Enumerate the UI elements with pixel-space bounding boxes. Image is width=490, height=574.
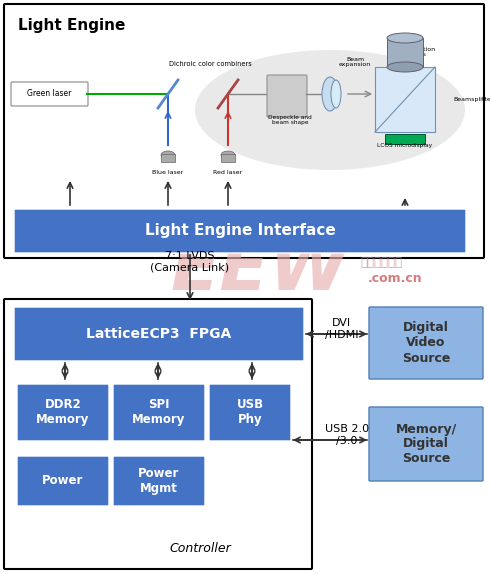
Text: Power
Mgmt: Power Mgmt (138, 467, 180, 495)
Text: 7:1 LVDS
(Camera Link): 7:1 LVDS (Camera Link) (150, 251, 229, 273)
FancyBboxPatch shape (14, 307, 304, 361)
Ellipse shape (331, 80, 341, 108)
FancyBboxPatch shape (267, 75, 307, 117)
Text: Digital
Video
Source: Digital Video Source (402, 321, 450, 364)
Text: USB 2.0
/3.0: USB 2.0 /3.0 (325, 424, 369, 446)
Text: Memory/
Digital
Source: Memory/ Digital Source (395, 422, 457, 466)
FancyBboxPatch shape (209, 384, 291, 441)
Text: .com.cn: .com.cn (368, 272, 422, 285)
Bar (385, 134, 425, 144)
Bar (221, 154, 235, 162)
Text: 電子產品世界: 電子產品世界 (360, 255, 402, 269)
Text: SPI
Memory: SPI Memory (132, 398, 186, 426)
FancyBboxPatch shape (369, 307, 483, 379)
Text: Power: Power (42, 475, 84, 487)
Text: Light Engine: Light Engine (18, 18, 125, 33)
Text: Projection
lens: Projection lens (404, 46, 436, 57)
Text: Dichroic color combiners: Dichroic color combiners (169, 61, 251, 67)
Text: Light Engine Interface: Light Engine Interface (145, 223, 335, 239)
Text: EEW: EEW (170, 235, 348, 304)
Text: USB
Phy: USB Phy (237, 398, 264, 426)
Text: LCOS microdisplay: LCOS microdisplay (377, 144, 433, 149)
Ellipse shape (161, 151, 175, 159)
FancyBboxPatch shape (14, 209, 466, 253)
FancyBboxPatch shape (4, 299, 312, 569)
Text: Beam
expansion: Beam expansion (339, 57, 371, 67)
Ellipse shape (195, 50, 465, 170)
FancyBboxPatch shape (17, 384, 109, 441)
Text: DVI
/HDMI: DVI /HDMI (325, 318, 359, 340)
Text: DDR2
Memory: DDR2 Memory (36, 398, 90, 426)
FancyBboxPatch shape (369, 407, 483, 481)
FancyBboxPatch shape (4, 4, 484, 258)
Ellipse shape (387, 33, 423, 43)
Text: Controller: Controller (169, 541, 231, 554)
Bar (161, 154, 175, 162)
Text: Green laser: Green laser (27, 90, 71, 99)
Bar (387, 38, 423, 67)
FancyBboxPatch shape (113, 456, 205, 506)
Text: Red laser: Red laser (213, 169, 243, 174)
FancyBboxPatch shape (113, 384, 205, 441)
Text: Beamsplitter: Beamsplitter (453, 98, 490, 103)
FancyBboxPatch shape (17, 456, 109, 506)
Ellipse shape (221, 151, 235, 159)
Text: Blue laser: Blue laser (152, 169, 184, 174)
Text: Despeckle and
beam shape: Despeckle and beam shape (268, 115, 312, 125)
Bar (375, 67, 435, 132)
FancyBboxPatch shape (11, 82, 88, 106)
Text: LatticeECP3  FPGA: LatticeECP3 FPGA (86, 327, 232, 341)
Ellipse shape (322, 77, 338, 111)
Ellipse shape (387, 62, 423, 72)
